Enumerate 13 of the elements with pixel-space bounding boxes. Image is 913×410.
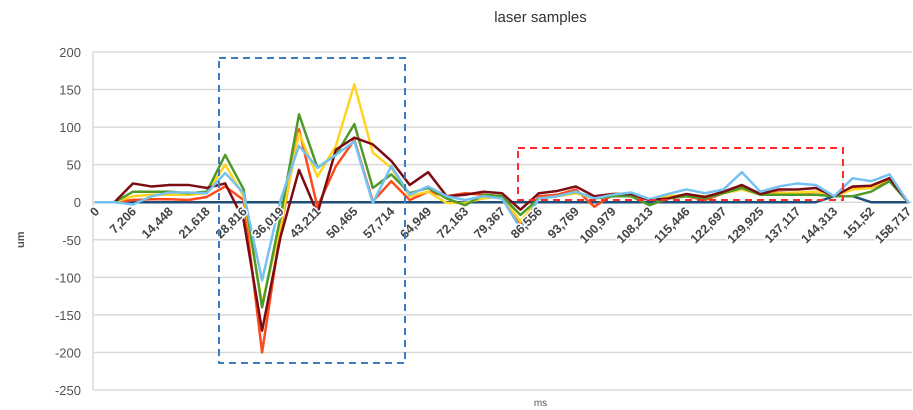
y-tick-label: 200 (59, 45, 81, 60)
x-axis-title: ms (534, 398, 548, 409)
y-tick-label: -150 (54, 308, 81, 323)
y-tick-label: 100 (59, 120, 81, 136)
y-tick-label: -250 (54, 383, 81, 398)
y-axis-title: um (15, 231, 27, 248)
y-tick-label: 150 (59, 82, 81, 98)
x-tick-label: 0 (87, 204, 102, 220)
chart-title: laser samples (494, 9, 587, 26)
y-tick-label: -50 (62, 232, 81, 248)
y-tick-label: 50 (66, 158, 81, 173)
y-tick-label: -200 (54, 345, 81, 360)
y-tick-label: -100 (54, 270, 81, 286)
